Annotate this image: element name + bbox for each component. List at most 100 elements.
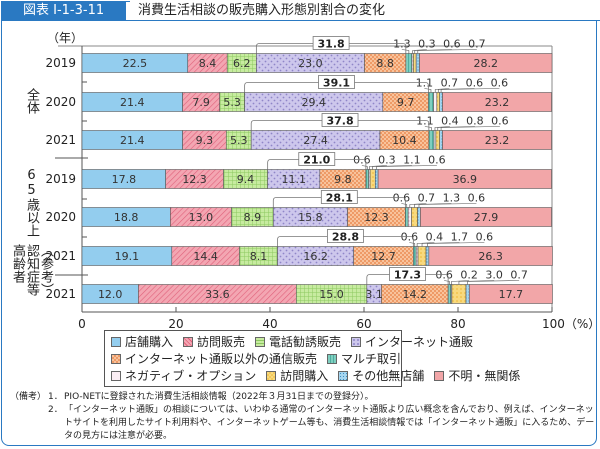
data-label: 12.3 <box>364 211 389 224</box>
data-label: 36.9 <box>453 173 478 186</box>
data-label: 9.4 <box>237 173 255 186</box>
row-year-label: 2021 <box>45 133 76 147</box>
note-number: 2． <box>48 405 63 415</box>
bar-segment-multilevel <box>405 53 413 73</box>
data-label: 27.4 <box>303 134 328 147</box>
data-label: 14.4 <box>193 250 218 263</box>
data-label: 17.8 <box>112 173 137 186</box>
subtotal-label: 37.8 <box>326 115 353 128</box>
subtotal-label: 28.8 <box>332 231 359 244</box>
data-label: 6.2 <box>233 57 251 70</box>
small-data-label: 0.8 <box>466 115 484 128</box>
bar-segment-multilevel <box>428 92 434 112</box>
small-data-label: 0.6 <box>476 231 494 244</box>
bar-segment-unknown <box>420 207 552 227</box>
subtotal-box <box>327 229 364 243</box>
legend-swatch-home-purchase <box>266 370 277 381</box>
data-label: 12.0 <box>98 288 123 301</box>
leader-line <box>417 49 477 54</box>
leader-line <box>440 88 500 93</box>
leader-line <box>437 126 475 131</box>
row-year-label: 2019 <box>45 56 76 70</box>
data-label: 13.0 <box>189 211 214 224</box>
subtotal-box <box>312 36 350 50</box>
row-year-label: 2020 <box>45 95 76 109</box>
legend-item: ネガティブ・オプション <box>111 367 256 384</box>
small-data-label: 1.1 <box>403 154 421 167</box>
bar-segment-other-nonstore <box>425 246 430 266</box>
data-label: 18.8 <box>114 211 139 224</box>
leader-line <box>421 242 460 247</box>
x-tick-label: 20 <box>168 317 183 331</box>
leader-line <box>412 49 427 54</box>
leader-line <box>434 126 450 131</box>
data-label: 8.8 <box>376 57 394 70</box>
bar-segment-multilevel <box>413 246 417 266</box>
data-label: 27.9 <box>474 211 499 224</box>
small-data-label: 3.0 <box>485 269 503 282</box>
subtotal-box <box>321 113 359 127</box>
small-data-label: 1.7 <box>451 231 469 244</box>
small-data-label: 0.7 <box>418 192 436 205</box>
leader-line <box>444 280 450 285</box>
bar-segment-unknown <box>442 130 552 150</box>
legend-swatch-negative-option <box>111 370 121 381</box>
bar-segment-multilevel <box>405 207 409 227</box>
leader-line <box>376 165 437 170</box>
leader-line <box>458 280 495 285</box>
data-label: 9.3 <box>196 134 214 147</box>
legend-item: その他無店舗 <box>338 367 424 384</box>
x-tick-label: 80 <box>450 317 465 331</box>
small-data-label: 0.6 <box>443 38 461 51</box>
small-data-label: 0.6 <box>435 269 453 282</box>
group-label: （参考） <box>38 244 53 296</box>
data-label: 28.2 <box>473 57 498 70</box>
data-label: 9.8 <box>334 173 352 186</box>
data-label: 8.4 <box>199 57 217 70</box>
y-unit-label: （年） <box>47 31 83 45</box>
small-data-label: 1.1 <box>416 115 434 128</box>
subtotal-label: 31.8 <box>318 38 345 51</box>
bar-segment-home-purchase <box>411 207 418 227</box>
data-label: 8.9 <box>244 211 262 224</box>
small-data-label: 0.2 <box>460 269 478 282</box>
bar-segment-home-purchase <box>451 284 467 304</box>
leader-line <box>434 88 450 93</box>
small-data-label: 0.6 <box>353 154 371 167</box>
legend-swatch-door-to-door <box>183 336 194 347</box>
note-number: 1． <box>48 392 63 402</box>
bar-segment-negative-option <box>407 207 412 227</box>
bar-segment-negative-option <box>433 92 438 112</box>
small-data-label: 0.6 <box>466 77 484 90</box>
data-label: 5.3 <box>223 96 241 109</box>
row-year-label: 2020 <box>45 210 76 224</box>
x-tick-label: 40 <box>262 317 277 331</box>
data-label: 15.8 <box>298 211 323 224</box>
data-label: 14.2 <box>403 288 428 301</box>
row-year-label: 2019 <box>45 172 76 186</box>
small-data-label: 0.6 <box>491 115 509 128</box>
data-label: 16.2 <box>303 250 328 263</box>
row-year-label: 2021 <box>45 249 76 263</box>
x-tick-label: 0 <box>78 317 86 331</box>
legend-item: 不明・無関係 <box>434 367 520 384</box>
leader-line <box>401 203 408 208</box>
legend-item: インターネット通販 <box>351 333 473 350</box>
data-label: 15.0 <box>319 288 344 301</box>
data-label: 19.1 <box>115 250 140 263</box>
subtotal-box <box>318 75 355 89</box>
small-data-label: 1.3 <box>393 38 411 51</box>
notes: （備考） 1． PIO-NETに登録された消費生活相談情報（2022年３月31日まで… <box>10 391 595 443</box>
data-label: 5.3 <box>230 134 248 147</box>
leader-line <box>440 126 500 131</box>
legend-item: 訪問購入 <box>266 367 328 384</box>
small-data-label: 0.7 <box>441 77 459 90</box>
leader-line <box>401 49 410 54</box>
bar-segment-unknown <box>468 284 553 304</box>
small-data-label: 1.3 <box>443 192 461 205</box>
leader-line <box>414 203 452 208</box>
data-label: 21.4 <box>120 96 145 109</box>
legend-label: 店舗購入 <box>125 335 174 349</box>
bar-segment-other-nonstore <box>415 53 420 73</box>
bar-segment-other-nonstore <box>374 169 379 189</box>
